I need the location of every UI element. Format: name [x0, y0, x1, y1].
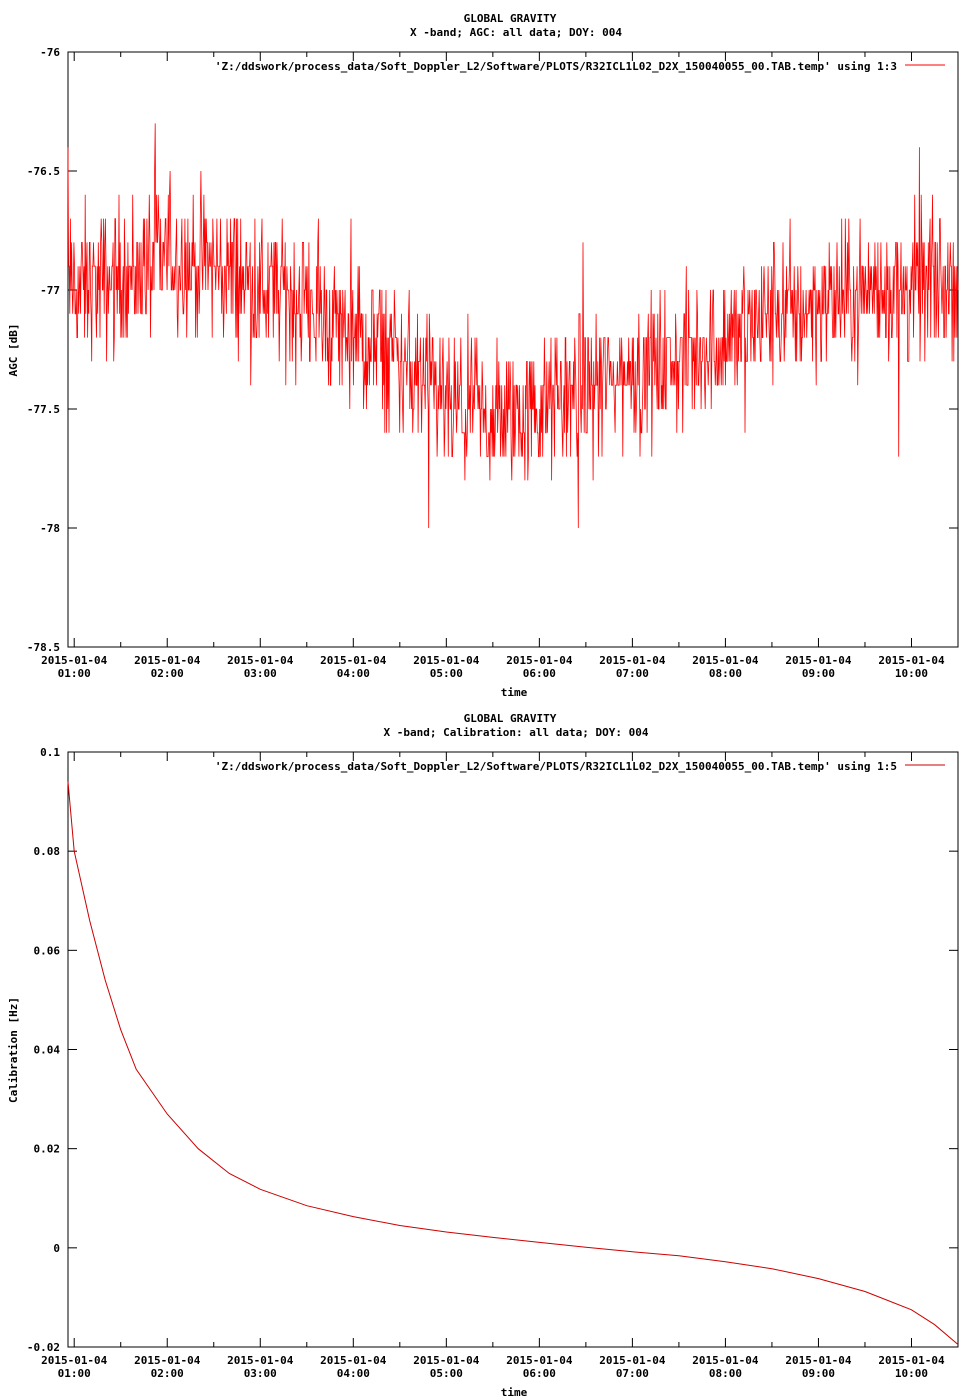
agc-y-axis-label: AGC [dB] — [7, 324, 20, 377]
calibration-y-tick-label: 0.08 — [34, 845, 61, 858]
agc-y-tick-label: -76.5 — [27, 165, 60, 178]
calibration-chart-title: GLOBAL GRAVITY — [464, 712, 557, 725]
agc-series-line — [67, 123, 959, 529]
calibration-x-tick-date: 2015-01-04 — [227, 1354, 294, 1367]
agc-x-tick-date: 2015-01-04 — [506, 654, 573, 667]
agc-x-tick-date: 2015-01-04 — [599, 654, 666, 667]
calibration-legend-label: 'Z:/ddswork/process_data/Soft_Doppler_L2… — [215, 760, 897, 773]
calibration-y-tick-label: 0.1 — [40, 746, 60, 759]
calibration-series-line — [67, 781, 959, 1345]
agc-legend-label: 'Z:/ddswork/process_data/Soft_Doppler_L2… — [215, 60, 897, 73]
agc-x-tick-date: 2015-01-04 — [413, 654, 480, 667]
calibration-chart: GLOBAL GRAVITY X -band; Calibration: all… — [7, 712, 959, 1399]
calibration-x-tick-date: 2015-01-04 — [134, 1354, 201, 1367]
calibration-x-tick-time: 03:00 — [244, 1367, 277, 1380]
calibration-x-tick-date: 2015-01-04 — [785, 1354, 852, 1367]
calibration-x-tick-time: 08:00 — [709, 1367, 742, 1380]
calibration-x-tick-time: 01:00 — [58, 1367, 91, 1380]
calibration-x-tick-date: 2015-01-04 — [599, 1354, 666, 1367]
calibration-plot-area: 0.10.080.060.040.020-0.022015-01-0401:00… — [27, 746, 959, 1380]
calibration-y-tick-label: -0.02 — [27, 1341, 60, 1354]
agc-chart-subtitle: X -band; AGC: all data; DOY: 004 — [410, 26, 622, 39]
calibration-x-tick-time: 05:00 — [430, 1367, 463, 1380]
calibration-x-tick-date: 2015-01-04 — [320, 1354, 387, 1367]
agc-x-tick-time: 01:00 — [58, 667, 91, 680]
calibration-chart-subtitle: X -band; Calibration: all data; DOY: 004 — [384, 726, 649, 739]
calibration-x-tick-date: 2015-01-04 — [692, 1354, 759, 1367]
agc-x-tick-time: 07:00 — [616, 667, 649, 680]
agc-y-tick-label: -76 — [40, 46, 60, 59]
agc-x-tick-time: 04:00 — [337, 667, 370, 680]
agc-x-tick-time: 10:00 — [895, 667, 928, 680]
calibration-x-tick-date: 2015-01-04 — [413, 1354, 480, 1367]
calibration-y-axis-label: Calibration [Hz] — [7, 997, 20, 1103]
agc-x-tick-date: 2015-01-04 — [227, 654, 294, 667]
agc-x-tick-date: 2015-01-04 — [320, 654, 387, 667]
agc-plot-area: -76-76.5-77-77.5-78-78.52015-01-0401:002… — [27, 46, 959, 680]
agc-chart: GLOBAL GRAVITY X -band; AGC: all data; D… — [7, 12, 959, 699]
agc-x-tick-date: 2015-01-04 — [692, 654, 759, 667]
agc-y-tick-label: -77 — [40, 284, 60, 297]
calibration-x-tick-date: 2015-01-04 — [506, 1354, 573, 1367]
agc-plot-frame — [67, 51, 959, 648]
calibration-x-tick-date: 2015-01-04 — [878, 1354, 945, 1367]
agc-y-tick-label: -78 — [40, 522, 60, 535]
agc-chart-title: GLOBAL GRAVITY — [464, 12, 557, 25]
agc-y-tick-label: -77.5 — [27, 403, 60, 416]
agc-x-tick-time: 05:00 — [430, 667, 463, 680]
calibration-x-axis-label: time — [501, 1386, 528, 1399]
agc-x-tick-time: 08:00 — [709, 667, 742, 680]
calibration-x-tick-time: 10:00 — [895, 1367, 928, 1380]
calibration-y-tick-label: 0.02 — [34, 1143, 61, 1156]
calibration-x-tick-time: 06:00 — [523, 1367, 556, 1380]
agc-x-tick-time: 06:00 — [523, 667, 556, 680]
calibration-x-tick-time: 02:00 — [151, 1367, 184, 1380]
agc-x-tick-date: 2015-01-04 — [878, 654, 945, 667]
agc-x-tick-date: 2015-01-04 — [41, 654, 108, 667]
agc-x-tick-time: 03:00 — [244, 667, 277, 680]
calibration-x-tick-time: 07:00 — [616, 1367, 649, 1380]
agc-y-tick-label: -78.5 — [27, 641, 60, 654]
calibration-y-tick-label: 0 — [53, 1242, 60, 1255]
agc-x-tick-time: 09:00 — [802, 667, 835, 680]
agc-x-tick-date: 2015-01-04 — [134, 654, 201, 667]
agc-x-tick-date: 2015-01-04 — [785, 654, 852, 667]
agc-x-tick-time: 02:00 — [151, 667, 184, 680]
calibration-plot-frame — [67, 751, 959, 1348]
calibration-x-tick-time: 09:00 — [802, 1367, 835, 1380]
calibration-y-tick-label: 0.04 — [34, 1044, 61, 1057]
calibration-y-tick-label: 0.06 — [34, 944, 61, 957]
calibration-x-tick-time: 04:00 — [337, 1367, 370, 1380]
agc-x-axis-label: time — [501, 686, 528, 699]
calibration-x-tick-date: 2015-01-04 — [41, 1354, 108, 1367]
